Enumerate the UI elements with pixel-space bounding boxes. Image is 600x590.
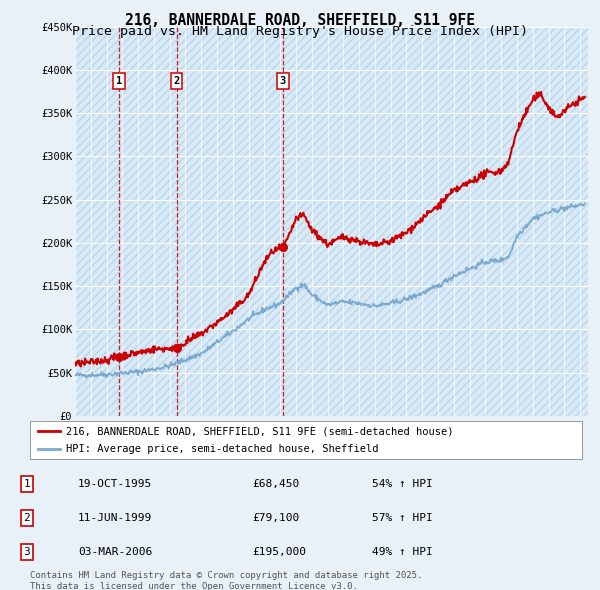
Text: 54% ↑ HPI: 54% ↑ HPI [372, 479, 433, 489]
Text: Price paid vs. HM Land Registry's House Price Index (HPI): Price paid vs. HM Land Registry's House … [72, 25, 528, 38]
Text: HPI: Average price, semi-detached house, Sheffield: HPI: Average price, semi-detached house,… [66, 444, 379, 454]
Text: £195,000: £195,000 [252, 547, 306, 557]
Text: 11-JUN-1999: 11-JUN-1999 [78, 513, 152, 523]
Text: 2: 2 [23, 513, 31, 523]
Text: 3: 3 [23, 547, 31, 557]
Text: Contains HM Land Registry data © Crown copyright and database right 2025.
This d: Contains HM Land Registry data © Crown c… [30, 571, 422, 590]
Text: £79,100: £79,100 [252, 513, 299, 523]
Text: 19-OCT-1995: 19-OCT-1995 [78, 479, 152, 489]
Text: 03-MAR-2006: 03-MAR-2006 [78, 547, 152, 557]
Text: 216, BANNERDALE ROAD, SHEFFIELD, S11 9FE: 216, BANNERDALE ROAD, SHEFFIELD, S11 9FE [125, 13, 475, 28]
Text: £68,450: £68,450 [252, 479, 299, 489]
Text: 1: 1 [23, 479, 31, 489]
Text: 49% ↑ HPI: 49% ↑ HPI [372, 547, 433, 557]
Text: 57% ↑ HPI: 57% ↑ HPI [372, 513, 433, 523]
Text: 2: 2 [173, 76, 180, 86]
Text: 1: 1 [116, 76, 122, 86]
Text: 216, BANNERDALE ROAD, SHEFFIELD, S11 9FE (semi-detached house): 216, BANNERDALE ROAD, SHEFFIELD, S11 9FE… [66, 427, 454, 437]
Text: 3: 3 [280, 76, 286, 86]
